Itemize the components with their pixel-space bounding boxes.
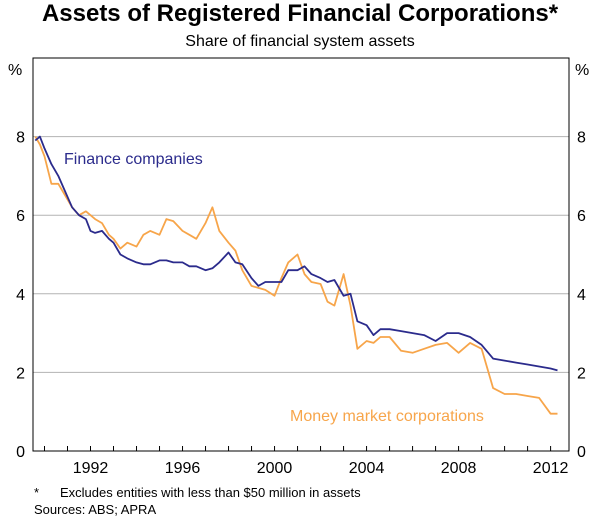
money-market-corporations-line: [34, 136, 558, 415]
x-tick-2008: 2008: [441, 460, 477, 477]
footnote: * Excludes entities with less than $50 mi…: [34, 485, 361, 501]
y-tick-left-8: 8: [16, 130, 25, 147]
y-tick-right-8: 8: [577, 130, 586, 147]
x-axis-ticks: [44, 446, 552, 451]
plot-frame: [32, 57, 570, 452]
y-tick-right-6: 6: [577, 208, 586, 225]
chart-subtitle: Share of financial system assets: [185, 33, 415, 50]
sources-note: Sources: ABS; APRA: [34, 502, 157, 517]
x-tick-2012: 2012: [533, 460, 569, 477]
y-tick-left-2: 2: [16, 365, 25, 382]
finance-companies-line: [34, 135, 558, 372]
y-tick-left-4: 4: [16, 287, 25, 304]
series-label-money-market-corporations: Money market corporations: [290, 408, 484, 425]
y-tick-right-2: 2: [577, 365, 586, 382]
y-tick-left-0: 0: [16, 444, 25, 461]
y-tick-right-0: 0: [577, 444, 586, 461]
gridlines: [33, 136, 569, 373]
footnote-marker: *: [34, 485, 40, 500]
x-tick-2000: 2000: [257, 460, 293, 477]
y-unit-left: %: [8, 62, 22, 79]
chart-title: Assets of Registered Financial Corporati…: [41, 0, 559, 27]
y-tick-right-4: 4: [577, 287, 586, 304]
y-tick-left-6: 6: [16, 208, 25, 225]
series-lines: [34, 135, 558, 415]
footnote-text: Excludes entities with less than $50 mil…: [60, 485, 361, 500]
x-tick-2004: 2004: [349, 460, 385, 477]
y-unit-right: %: [575, 62, 589, 79]
axis-labels: 0 0 2 2 4 4 6 6 8 8% % 1992 1996 2000 2004 2008 2012 Fina…: [8, 62, 589, 477]
series-label-finance-companies: Finance companies: [64, 151, 203, 168]
x-tick-1996: 1996: [165, 460, 201, 477]
x-tick-1992: 1992: [73, 460, 109, 477]
